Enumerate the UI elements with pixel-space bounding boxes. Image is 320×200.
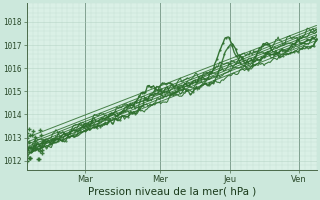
X-axis label: Pression niveau de la mer( hPa ): Pression niveau de la mer( hPa ) <box>88 187 256 197</box>
